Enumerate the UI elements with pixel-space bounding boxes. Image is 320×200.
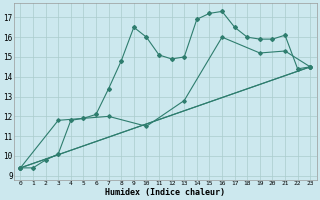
- X-axis label: Humidex (Indice chaleur): Humidex (Indice chaleur): [105, 188, 225, 197]
